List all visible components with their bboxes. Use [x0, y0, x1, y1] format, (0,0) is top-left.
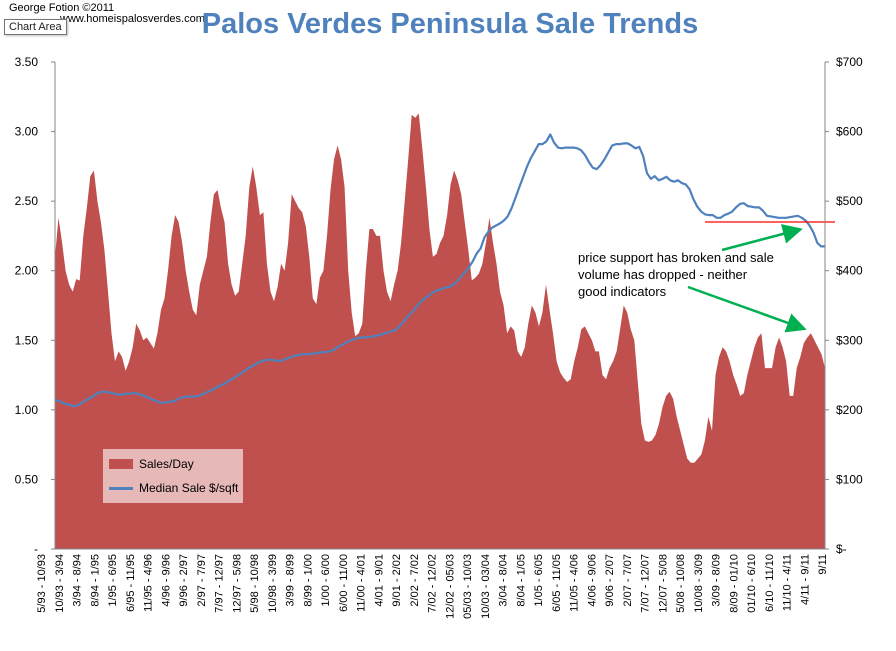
- sales-per-day-area-series: [55, 113, 825, 549]
- right-tick-label: $100: [836, 472, 863, 486]
- x-tick-label: 4/96 - 9/96: [160, 554, 172, 607]
- annotation-line-3: good indicators: [578, 284, 667, 299]
- annotation-arrows: [687, 224, 807, 333]
- x-tick-label: 1/05 - 6/05: [533, 554, 545, 607]
- right-axis-tick-labels: $700 $600 $500 $400 $300 $200 $100 $-: [836, 55, 863, 556]
- x-tick-label: 10/03 - 03/04: [480, 554, 492, 619]
- chart-area-tooltip: Chart Area: [4, 19, 67, 35]
- x-tick-label: 9/06 - 2/07: [604, 554, 616, 607]
- legend-swatch-line-icon: [109, 486, 133, 490]
- x-tick-label: 5/98 - 10/98: [249, 554, 261, 613]
- x-tick-label: 12/02 - 05/03: [444, 554, 456, 619]
- x-tick-label: 12/07 - 5/08: [657, 554, 669, 613]
- right-tick-label: $300: [836, 333, 863, 347]
- x-tick-label: 6/95 - 11/95: [125, 554, 137, 612]
- x-tick-label: 5/93 - 10/93: [36, 554, 48, 613]
- x-tick-label: 11/95 - 4/96: [143, 554, 155, 612]
- x-tick-label: 3/94 - 8/94: [72, 554, 84, 607]
- annotation-line-2: volume has dropped - neither: [578, 267, 748, 282]
- x-tick-label: 2/02 - 7/02: [409, 554, 421, 607]
- x-tick-label: 12/97 - 5/98: [231, 554, 243, 613]
- right-tick-label: $200: [836, 403, 863, 417]
- left-tick-label: 3.50: [15, 55, 39, 69]
- median-price-line: [54, 133, 825, 408]
- x-tick-label: 8/99 - 1/00: [302, 554, 314, 607]
- x-tick-label: 01/10 - 6/10: [746, 554, 758, 613]
- x-tick-label: 8/09 - 01/10: [728, 554, 740, 613]
- sales-area-shape: [55, 113, 825, 549]
- right-tick-label: $400: [836, 264, 863, 278]
- annotation-line-1: price support has broken and sale: [578, 250, 774, 265]
- x-tick-label: 4/01 - 9/01: [373, 554, 385, 607]
- x-tick-label: 10/98 - 3/99: [267, 554, 279, 613]
- x-tick-label: 11/10 - 4/11: [782, 554, 794, 611]
- x-tick-label: 8/04 - 1/05: [515, 554, 527, 607]
- annotation-text: price support has broken and sale volume…: [578, 249, 808, 300]
- legend-entry-median: Median Sale $/sqft: [109, 481, 238, 495]
- x-tick-label: 10/08 - 3/09: [693, 554, 705, 613]
- x-tick-label: 7/07 - 12/07: [640, 554, 652, 613]
- x-tick-label: 9/96 - 2/97: [178, 554, 190, 607]
- x-tick-label: 1/95 - 6/95: [107, 554, 119, 607]
- x-tick-label: 4/11 - 9/11: [799, 554, 811, 605]
- left-tick-label: 0.50: [15, 472, 39, 486]
- x-tick-label: 2/07 - 7/07: [622, 554, 634, 607]
- x-tick-label: 2/97 - 7/97: [196, 554, 208, 607]
- median-price-line-series: [54, 133, 825, 408]
- x-tick-label: 9/01 - 2/02: [391, 554, 403, 607]
- x-tick-label: 3/04 - 8/04: [498, 554, 510, 607]
- x-tick-label: 1/00 - 6/00: [320, 554, 332, 607]
- legend-entry-sales: Sales/Day: [109, 457, 194, 471]
- right-tick-label: $-: [836, 542, 847, 556]
- x-tick-label: 5/08 - 10/08: [675, 554, 687, 613]
- x-tick-label: 3/09 - 8/09: [711, 554, 723, 607]
- left-tick-label: 2.00: [15, 264, 39, 278]
- x-tick-label: 7/97 - 12/97: [214, 554, 226, 613]
- x-axis-tick-labels: 5/93 - 10/93 10/93 - 3/94 3/94 - 8/94 8/94 …: [36, 554, 829, 619]
- x-tick-label: 4/06 - 9/06: [586, 554, 598, 607]
- left-axis-tick-labels: 3.50 3.00 2.50 2.00 1.50 1.00 0.50 -: [15, 55, 39, 556]
- x-tick-label: 6/05 - 11/05: [551, 554, 563, 612]
- x-tick-label: 8/94 - 1/95: [89, 554, 101, 607]
- x-tick-label: 9/11: [817, 554, 829, 575]
- right-tick-label: $500: [836, 194, 863, 208]
- website-credit: www.homeispalosverdes.com: [60, 13, 205, 25]
- arrow-to-price-line: [721, 224, 803, 252]
- chart-axes: [51, 61, 829, 550]
- left-tick-label: 2.50: [15, 194, 39, 208]
- x-tick-label: 6/10 - 11/10: [764, 554, 776, 612]
- legend-swatch-area-icon: [109, 459, 133, 469]
- x-tick-label: 3/99 - 8/99: [285, 554, 297, 607]
- left-tick-label: 3.00: [15, 125, 39, 139]
- x-tick-label: 11/00 - 4/01: [356, 554, 368, 612]
- x-tick-label: 7/02 - 12/02: [427, 554, 439, 613]
- legend: Sales/Day Median Sale $/sqft: [103, 449, 243, 503]
- right-tick-label: $600: [836, 125, 863, 139]
- left-tick-label: 1.00: [15, 403, 39, 417]
- x-tick-label: 6/00 - 11/00: [338, 554, 350, 612]
- x-tick-label: 11/05 - 4/06: [569, 554, 581, 612]
- legend-label-sales: Sales/Day: [139, 457, 194, 471]
- right-tick-label: $700: [836, 55, 863, 69]
- author-credit: George Fotion ©2011: [9, 2, 115, 14]
- x-tick-label: 10/93 - 3/94: [54, 554, 66, 613]
- chart-title: Palos Verdes Peninsula Sale Trends: [201, 8, 699, 40]
- legend-label-median: Median Sale $/sqft: [139, 481, 239, 495]
- left-tick-label: -: [34, 542, 38, 556]
- left-tick-label: 1.50: [15, 333, 39, 347]
- arrow-to-sales-area: [687, 285, 807, 333]
- x-tick-label: 05/03 - 10/03: [462, 554, 474, 619]
